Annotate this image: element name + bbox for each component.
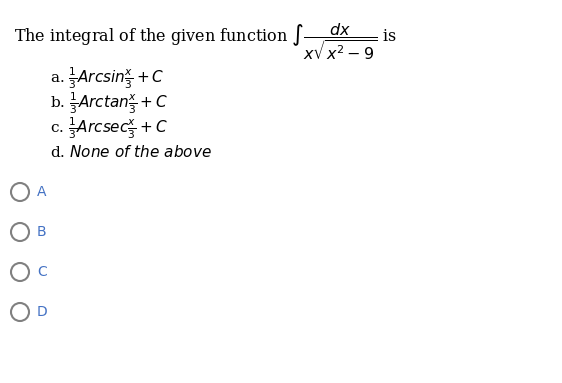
Text: b. $\frac{1}{3}Arctan\frac{x}{3} + C$: b. $\frac{1}{3}Arctan\frac{x}{3} + C$ [50, 90, 168, 116]
Text: The integral of the given function $\int \dfrac{dx}{x\sqrt{x^2-9}}$ is: The integral of the given function $\int… [14, 21, 397, 62]
Text: d. $\mathit{None\ of\ the\ above}$: d. $\mathit{None\ of\ the\ above}$ [50, 144, 212, 160]
Text: D: D [37, 305, 48, 319]
Text: B: B [37, 225, 47, 239]
Text: C: C [37, 265, 47, 279]
Text: c. $\frac{1}{3}Arcsec\frac{x}{3} + C$: c. $\frac{1}{3}Arcsec\frac{x}{3} + C$ [50, 115, 167, 141]
Text: a. $\frac{1}{3}Arcsin\frac{x}{3} + C$: a. $\frac{1}{3}Arcsin\frac{x}{3} + C$ [50, 65, 165, 91]
Text: A: A [37, 185, 47, 199]
